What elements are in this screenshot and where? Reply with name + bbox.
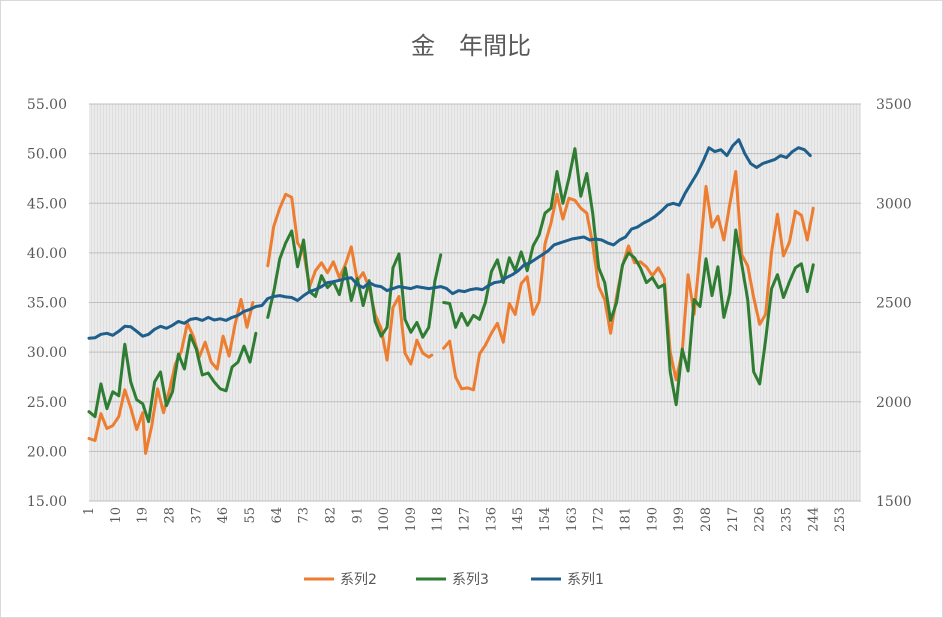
series-line: [87, 138, 812, 340]
right-y-tick-label: 1500: [876, 494, 912, 510]
x-tick-label: 46: [216, 507, 231, 524]
legend-label: 系列1: [567, 572, 604, 588]
x-tick-label: 10: [109, 507, 124, 524]
x-tick-label: 82: [323, 507, 338, 524]
x-tick-label: 118: [431, 507, 446, 532]
left-y-tick-label: 50.00: [27, 147, 67, 163]
legend-label: 系列2: [340, 572, 377, 588]
x-tick-label: 181: [619, 507, 634, 532]
left-y-tick-label: 45.00: [27, 196, 67, 212]
x-tick-label: 154: [538, 507, 553, 532]
x-tick-label: 172: [592, 507, 607, 532]
series-line: [266, 229, 443, 339]
x-tick-label: 64: [270, 507, 285, 524]
x-tick-label: 199: [672, 507, 687, 532]
x-tick-label: 127: [458, 507, 473, 532]
x-tick-label: 145: [511, 507, 526, 532]
legend: 系列2 系列3 系列1: [304, 572, 604, 588]
left-y-tick-label: 30.00: [27, 345, 67, 361]
series-layer: [87, 138, 815, 455]
right-y-tick-label: 2000: [876, 395, 912, 411]
series-line: [87, 298, 255, 455]
x-tick-label: 208: [699, 507, 714, 532]
x-tick-label: 235: [779, 507, 794, 532]
left-y-tick-label: 20.00: [27, 444, 67, 460]
left-y-tick-label: 25.00: [27, 395, 67, 411]
right-y-axis: 1500 2000 2500 3000 3500: [876, 97, 912, 510]
right-y-tick-label: 2500: [876, 296, 912, 312]
x-tick-label: 28: [162, 507, 177, 524]
series-line: [442, 147, 815, 407]
right-y-tick-label: 3000: [876, 196, 912, 212]
series-3: [87, 138, 812, 340]
x-tick-label: 1: [82, 507, 97, 515]
x-tick-label: 253: [833, 507, 848, 532]
series-1: [87, 170, 815, 455]
x-tick-label: 244: [806, 507, 821, 532]
x-tick-label: 37: [189, 507, 204, 524]
x-tick-label: 109: [404, 507, 419, 532]
series-line: [87, 331, 258, 424]
left-y-axis: 15.00 20.00 25.00 30.00 35.00 40.00 45.00 50.00…: [27, 97, 67, 510]
x-tick-label: 91: [350, 507, 365, 524]
x-tick-label: 19: [136, 507, 151, 524]
left-y-tick-label: 40.00: [27, 246, 67, 262]
x-tick-label: 73: [297, 507, 312, 524]
series-line: [442, 170, 815, 392]
x-tick-label: 217: [726, 507, 741, 532]
chart-title: 金 年間比: [411, 32, 531, 60]
x-tick-label: 55: [243, 507, 258, 524]
left-y-tick-label: 55.00: [27, 97, 67, 113]
series-2: [87, 147, 815, 424]
x-tick-label: 163: [565, 507, 580, 532]
x-tick-label: 190: [645, 507, 660, 532]
left-y-tick-label: 15.00: [27, 494, 67, 510]
x-tick-label: 100: [377, 507, 392, 532]
left-y-tick-label: 35.00: [27, 296, 67, 312]
legend-label: 系列3: [452, 572, 489, 588]
series-line: [266, 192, 434, 366]
x-tick-label: 226: [753, 507, 768, 532]
x-axis: 1 10 19 28 37 46 55 64 73 82 91 100 109 118 127 136 145 1…: [82, 500, 861, 532]
right-y-tick-label: 3500: [876, 97, 912, 113]
x-tick-label: 136: [484, 507, 499, 532]
